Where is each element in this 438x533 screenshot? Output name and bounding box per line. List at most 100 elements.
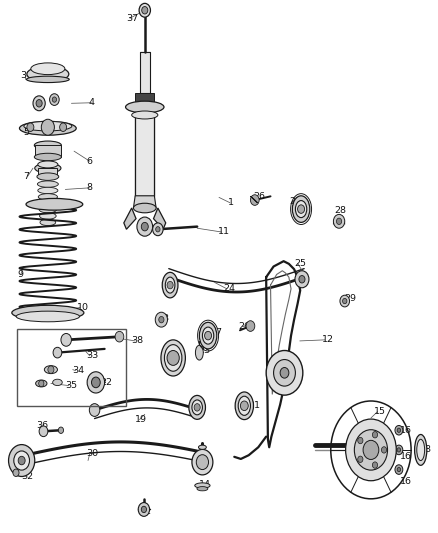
Ellipse shape: [39, 206, 57, 213]
Text: 29: 29: [345, 294, 357, 303]
Text: 30: 30: [86, 449, 99, 458]
Ellipse shape: [35, 380, 47, 387]
Circle shape: [92, 377, 100, 387]
Circle shape: [363, 440, 379, 459]
Ellipse shape: [189, 395, 205, 419]
Ellipse shape: [12, 305, 84, 320]
Circle shape: [354, 430, 388, 470]
Circle shape: [13, 469, 19, 477]
Text: 6: 6: [86, 157, 92, 166]
Ellipse shape: [126, 101, 164, 113]
Ellipse shape: [37, 181, 58, 187]
Circle shape: [61, 334, 71, 346]
Polygon shape: [124, 208, 136, 229]
Text: 5: 5: [23, 128, 29, 137]
Ellipse shape: [27, 66, 69, 82]
Text: 21: 21: [248, 401, 260, 410]
Text: 38: 38: [131, 336, 143, 345]
Circle shape: [27, 123, 34, 132]
Circle shape: [159, 317, 164, 323]
Circle shape: [155, 312, 167, 327]
Text: 18: 18: [420, 446, 432, 455]
Circle shape: [142, 6, 148, 14]
Ellipse shape: [44, 366, 57, 374]
Text: 28: 28: [157, 314, 169, 323]
Circle shape: [33, 96, 45, 111]
Circle shape: [295, 271, 309, 288]
Circle shape: [397, 467, 401, 472]
Circle shape: [115, 332, 124, 342]
Ellipse shape: [238, 396, 251, 415]
Text: 23: 23: [198, 346, 210, 355]
Text: 12: 12: [321, 335, 334, 344]
Text: 26: 26: [253, 192, 265, 201]
Ellipse shape: [197, 487, 208, 491]
Circle shape: [89, 403, 100, 416]
Text: 35: 35: [65, 381, 78, 390]
Ellipse shape: [16, 311, 80, 322]
Text: 7: 7: [23, 172, 29, 181]
Ellipse shape: [292, 196, 310, 222]
Circle shape: [39, 380, 44, 386]
Ellipse shape: [40, 219, 56, 225]
Circle shape: [58, 427, 64, 433]
Circle shape: [60, 123, 67, 132]
Circle shape: [205, 332, 212, 340]
Ellipse shape: [295, 200, 307, 217]
Text: 36: 36: [36, 422, 49, 431]
Circle shape: [53, 348, 62, 358]
Circle shape: [240, 401, 248, 410]
Ellipse shape: [26, 198, 83, 210]
Polygon shape: [251, 196, 258, 203]
Circle shape: [372, 432, 378, 438]
Text: 8: 8: [86, 183, 92, 192]
Text: 20: 20: [166, 351, 179, 360]
Circle shape: [397, 428, 401, 432]
Text: 1: 1: [228, 198, 234, 207]
Bar: [135, 93, 154, 103]
Circle shape: [36, 100, 42, 107]
Bar: [140, 52, 150, 93]
Text: 28: 28: [335, 206, 347, 215]
Bar: [135, 103, 154, 196]
Text: 37: 37: [127, 14, 138, 23]
Circle shape: [358, 456, 363, 463]
Circle shape: [41, 119, 54, 135]
Ellipse shape: [202, 327, 214, 344]
Ellipse shape: [417, 439, 425, 461]
Bar: [38, 168, 57, 176]
Ellipse shape: [235, 392, 254, 419]
Text: 16: 16: [400, 478, 412, 486]
Circle shape: [18, 456, 25, 465]
Circle shape: [49, 94, 59, 106]
Circle shape: [397, 448, 401, 452]
Circle shape: [395, 445, 403, 455]
Ellipse shape: [19, 122, 76, 135]
Ellipse shape: [199, 322, 217, 349]
Text: 15: 15: [374, 407, 386, 416]
Ellipse shape: [38, 187, 58, 193]
Ellipse shape: [161, 340, 185, 376]
Ellipse shape: [34, 154, 61, 161]
Circle shape: [9, 445, 35, 477]
Ellipse shape: [34, 141, 61, 150]
Text: 16: 16: [400, 426, 412, 435]
Circle shape: [141, 506, 147, 513]
Ellipse shape: [162, 272, 178, 298]
Circle shape: [14, 451, 29, 470]
Circle shape: [138, 503, 150, 516]
Text: 26: 26: [239, 321, 251, 330]
Text: 34: 34: [72, 366, 85, 375]
Text: 10: 10: [77, 303, 88, 312]
Ellipse shape: [37, 173, 59, 180]
Circle shape: [137, 217, 152, 236]
Text: 17: 17: [354, 430, 366, 439]
Text: 19: 19: [135, 415, 147, 424]
Circle shape: [346, 419, 396, 481]
Ellipse shape: [38, 193, 57, 200]
Ellipse shape: [164, 345, 182, 371]
Circle shape: [87, 372, 105, 393]
Circle shape: [251, 195, 259, 205]
Circle shape: [395, 425, 403, 435]
Text: 9: 9: [17, 270, 23, 279]
